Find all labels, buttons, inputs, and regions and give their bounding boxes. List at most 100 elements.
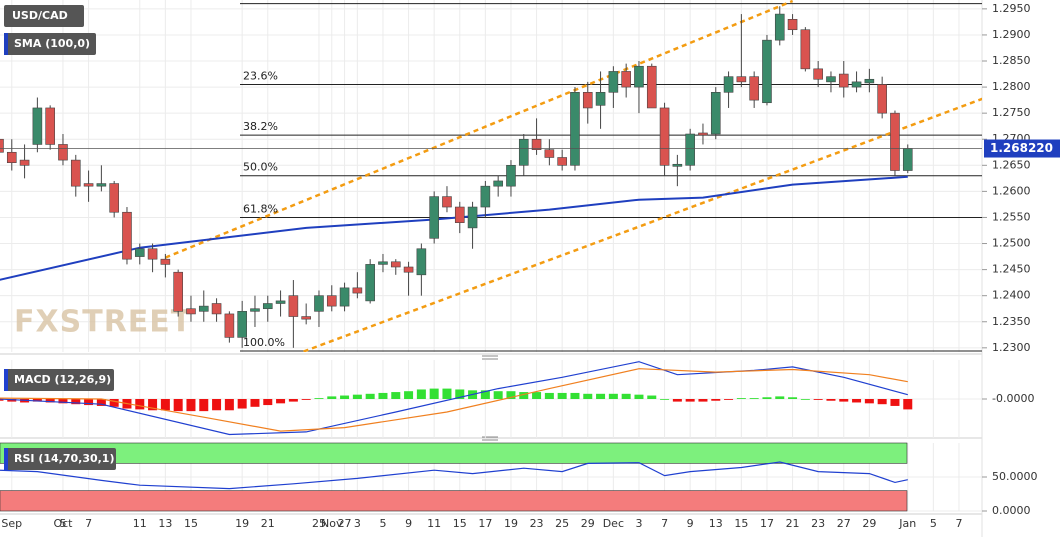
candle-body: [582, 92, 593, 109]
y-tick-label: 1.2600: [992, 184, 1031, 197]
x-tick-label: 9: [405, 517, 412, 530]
x-tick-label: Sep: [1, 517, 22, 530]
histogram-bar: [762, 397, 772, 399]
candle-body: [96, 183, 107, 187]
histogram-bar: [58, 399, 68, 404]
x-tick-label: 25: [555, 517, 569, 530]
candle-body: [723, 76, 734, 93]
candle-body: [749, 76, 759, 101]
label-box: [4, 5, 84, 27]
x-tick-label: 7: [661, 517, 668, 530]
histogram-bar: [391, 392, 401, 399]
x-tick-label: Jan: [898, 517, 916, 530]
histogram-bar: [365, 393, 375, 399]
x-tick-label: 21: [261, 517, 275, 530]
histogram-bar: [736, 398, 746, 399]
candle-body: [467, 206, 478, 229]
y-tick-label: 50.0000: [992, 470, 1038, 483]
candle-body: [787, 18, 798, 31]
y-tick-label: 1.2900: [992, 28, 1031, 41]
sma-line: [0, 175, 908, 281]
histogram-bar: [148, 399, 158, 411]
candle-body: [173, 271, 183, 312]
candle-body: [0, 138, 4, 153]
x-tick-label: 7: [85, 517, 92, 530]
candle-body: [326, 295, 337, 307]
histogram-bar: [788, 397, 798, 399]
y-tick-label: 1.2950: [992, 2, 1031, 15]
macd-plot: [0, 361, 913, 436]
legend-swatch: [4, 33, 8, 55]
histogram-bar: [583, 393, 593, 399]
histogram-bar: [45, 399, 55, 403]
histogram-bar: [314, 398, 324, 399]
candle-body: [902, 148, 913, 171]
histogram-bar: [288, 399, 298, 402]
histogram-bar: [186, 399, 196, 412]
histogram-bar: [621, 393, 631, 399]
legend: USD/CAD SMA (100,0) MACD (12,26,9) RSI (…: [4, 5, 116, 470]
x-tick-label: 19: [504, 517, 518, 530]
candle-body: [826, 76, 836, 83]
histogram-bar: [416, 389, 426, 399]
candle-body: [288, 295, 299, 317]
candle-body: [262, 303, 273, 310]
histogram-bar: [0, 399, 4, 401]
label-box: [4, 448, 116, 470]
histogram-bar: [711, 399, 721, 401]
candle-body: [198, 305, 209, 312]
histogram-bar: [237, 399, 247, 409]
candle-body: [851, 81, 862, 88]
candle-body: [147, 248, 158, 260]
y-tick-label: 0.0000: [992, 504, 1031, 517]
histogram-bar: [96, 399, 106, 406]
x-tick-label: Oct: [53, 517, 73, 530]
candle-body: [621, 71, 631, 88]
x-tick-label: 21: [786, 517, 800, 530]
histogram-bar: [813, 399, 823, 400]
candle-body: [890, 112, 900, 171]
macd-line: [0, 368, 908, 432]
histogram-bar: [749, 398, 759, 399]
histogram-bar: [903, 399, 913, 410]
histogram-bar: [135, 399, 145, 410]
x-tick-label: 29: [581, 517, 595, 530]
candle-body: [250, 308, 260, 312]
candle-body: [518, 138, 529, 166]
histogram-bar: [493, 391, 503, 399]
candle-body: [122, 211, 132, 260]
histogram-bar: [634, 394, 644, 399]
candle-body: [160, 258, 171, 265]
x-tick-label: Dec: [603, 517, 624, 530]
histogram-bar: [570, 392, 580, 399]
y-tick-label: 1.2800: [992, 80, 1031, 93]
candle-body: [838, 73, 849, 88]
histogram-bar: [378, 392, 388, 399]
candle-body: [70, 159, 81, 187]
x-tick-label: 9: [687, 517, 694, 530]
x-tick-label: 11: [133, 517, 147, 530]
histogram-bar: [352, 394, 362, 399]
y-tick-label: 1.2450: [992, 263, 1031, 276]
price-tag: [984, 139, 1060, 158]
x-tick-label: 15: [734, 517, 748, 530]
x-tick-label: 17: [760, 517, 774, 530]
x-tick-label: 19: [235, 517, 249, 530]
candle-body: [544, 149, 555, 158]
candle-body: [813, 68, 823, 80]
candle-body: [134, 248, 145, 257]
watermark: FXSTREET: [14, 305, 192, 340]
candle-body: [32, 107, 43, 145]
x-tick-label: 5: [59, 517, 66, 530]
candle-body: [634, 65, 644, 88]
candle-body: [352, 287, 363, 294]
candle-body: [314, 295, 324, 312]
candle-body: [762, 39, 772, 104]
candle-body: [685, 133, 695, 166]
histogram-bar: [698, 399, 708, 402]
histogram-bar: [327, 396, 337, 399]
x-tick-label: 5: [930, 517, 937, 530]
candle-body: [646, 65, 657, 109]
